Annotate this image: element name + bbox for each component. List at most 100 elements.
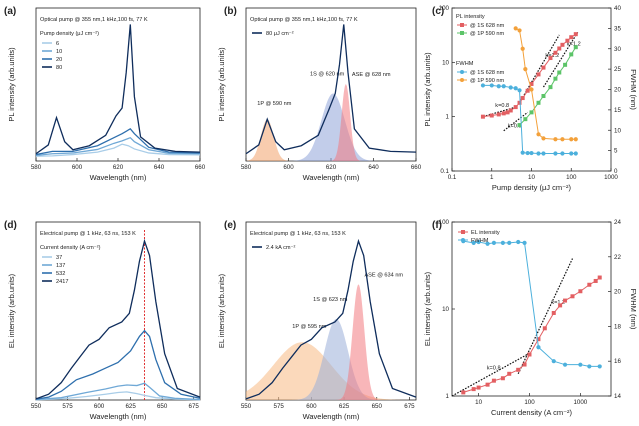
spectrum-line bbox=[35, 136, 201, 157]
x-tick-label: 640 bbox=[154, 164, 165, 171]
data-point bbox=[523, 117, 528, 122]
x-tick-label: 100 bbox=[524, 399, 535, 406]
spectrum-line bbox=[35, 238, 201, 400]
data-point bbox=[553, 151, 558, 156]
data-point bbox=[500, 240, 505, 245]
spectrum-line bbox=[35, 24, 201, 155]
legend-title: Pump density (μJ cm⁻²) bbox=[40, 31, 99, 37]
y2-tick-label: 25 bbox=[614, 66, 621, 73]
data-point bbox=[578, 289, 583, 294]
spectrum-line bbox=[35, 329, 201, 400]
data-point bbox=[548, 56, 553, 61]
data-point bbox=[570, 294, 575, 299]
data-point bbox=[513, 105, 518, 110]
data-point bbox=[496, 112, 501, 117]
legend-label: 6 bbox=[56, 41, 59, 47]
legend-label: 80 μJ cm⁻² bbox=[266, 31, 294, 37]
data-point bbox=[536, 132, 541, 137]
fit-line bbox=[451, 352, 530, 397]
data-point bbox=[573, 32, 578, 37]
x-tick-label: 550 bbox=[241, 403, 252, 410]
x-tick-label: 0.1 bbox=[448, 174, 457, 181]
data-point bbox=[541, 94, 546, 99]
legend-label: 80 bbox=[56, 65, 62, 71]
data-point bbox=[461, 390, 466, 395]
x-tick-label: 575 bbox=[274, 403, 285, 410]
data-point bbox=[489, 83, 494, 88]
data-point bbox=[565, 38, 570, 43]
y-tick-label: 10 bbox=[442, 306, 449, 313]
spectrum-line bbox=[35, 391, 201, 401]
data-point bbox=[516, 367, 521, 372]
data-point bbox=[476, 385, 481, 390]
x-tick-label: 620 bbox=[326, 164, 337, 171]
data-point bbox=[501, 111, 506, 116]
x-axis-title: Pump density (μJ cm⁻²) bbox=[492, 183, 572, 192]
peak-fill bbox=[246, 119, 416, 161]
y2-tick-label: 30 bbox=[614, 46, 621, 53]
data-point bbox=[508, 108, 513, 113]
y-axis-title: PL intensity (arb.units) bbox=[423, 52, 432, 127]
data-point bbox=[471, 240, 476, 245]
data-point bbox=[536, 151, 541, 156]
panel-letter: (d) bbox=[4, 220, 17, 231]
y-axis-title: EL intensity (arb.units) bbox=[7, 273, 16, 348]
y-tick-label: 1 bbox=[446, 114, 450, 121]
data-point bbox=[560, 151, 565, 156]
legend-label: @ 1S 628 nm bbox=[470, 23, 505, 29]
data-point bbox=[560, 42, 565, 47]
x-axis-title: Wavelength (nm) bbox=[303, 412, 360, 421]
data-point bbox=[563, 298, 568, 303]
y2-tick-label: 20 bbox=[614, 87, 621, 94]
y2-axis-title: FWHM (nm) bbox=[629, 289, 638, 330]
data-point bbox=[541, 65, 546, 70]
data-point bbox=[557, 70, 562, 75]
legend-group-title: FWHM bbox=[456, 61, 474, 67]
data-point bbox=[597, 364, 602, 369]
y2-tick-label: 20 bbox=[614, 289, 621, 296]
x-tick-label: 600 bbox=[283, 164, 294, 171]
data-point bbox=[525, 150, 530, 156]
legend-label: EL intensity bbox=[471, 230, 500, 236]
y2-tick-label: 14 bbox=[614, 393, 621, 400]
x-tick-label: 1 bbox=[490, 174, 494, 181]
data-point bbox=[496, 84, 501, 89]
data-point bbox=[516, 239, 521, 245]
x-tick-label: 580 bbox=[31, 164, 42, 171]
data-point bbox=[529, 81, 534, 86]
legend-marker bbox=[460, 31, 464, 35]
data-point bbox=[536, 337, 541, 342]
y2-tick-label: 10 bbox=[614, 127, 621, 134]
fit-line bbox=[517, 258, 574, 375]
legend-title: Current density (A cm⁻²) bbox=[40, 245, 101, 251]
series-line bbox=[463, 240, 600, 367]
x-axis-title: Wavelength (nm) bbox=[90, 412, 147, 421]
data-point bbox=[485, 382, 490, 387]
data-point bbox=[508, 85, 513, 90]
y-axis-title: EL intensity (arb.units) bbox=[423, 271, 432, 346]
peak-label: 1P @ 595 nm bbox=[292, 324, 327, 330]
legend-group-title: PL intensity bbox=[456, 14, 485, 20]
data-point bbox=[513, 26, 518, 31]
data-point bbox=[569, 35, 574, 40]
fit-label: k=1.2 bbox=[551, 300, 565, 306]
x-tick-label: 660 bbox=[411, 164, 422, 171]
y-tick-label: 10 bbox=[442, 59, 449, 66]
y2-tick-label: 5 bbox=[614, 148, 618, 155]
chart-title: Electrical pump @ 1 kHz, 63 ns, 153 K bbox=[40, 231, 136, 237]
data-point bbox=[553, 76, 558, 81]
legend-label: @ 1P 590 nm bbox=[470, 31, 505, 37]
data-point bbox=[480, 114, 485, 119]
data-point bbox=[522, 240, 527, 245]
data-point bbox=[569, 52, 574, 57]
data-point bbox=[541, 151, 546, 156]
legend-label: 37 bbox=[56, 255, 62, 261]
fit-label: k=0.8 bbox=[487, 366, 501, 372]
data-point bbox=[587, 364, 592, 369]
data-point bbox=[520, 46, 525, 51]
y2-tick-label: 24 bbox=[614, 219, 621, 226]
data-point bbox=[597, 275, 602, 280]
data-point bbox=[500, 376, 505, 381]
peak-label: 1S @ 623 nm bbox=[313, 297, 348, 303]
